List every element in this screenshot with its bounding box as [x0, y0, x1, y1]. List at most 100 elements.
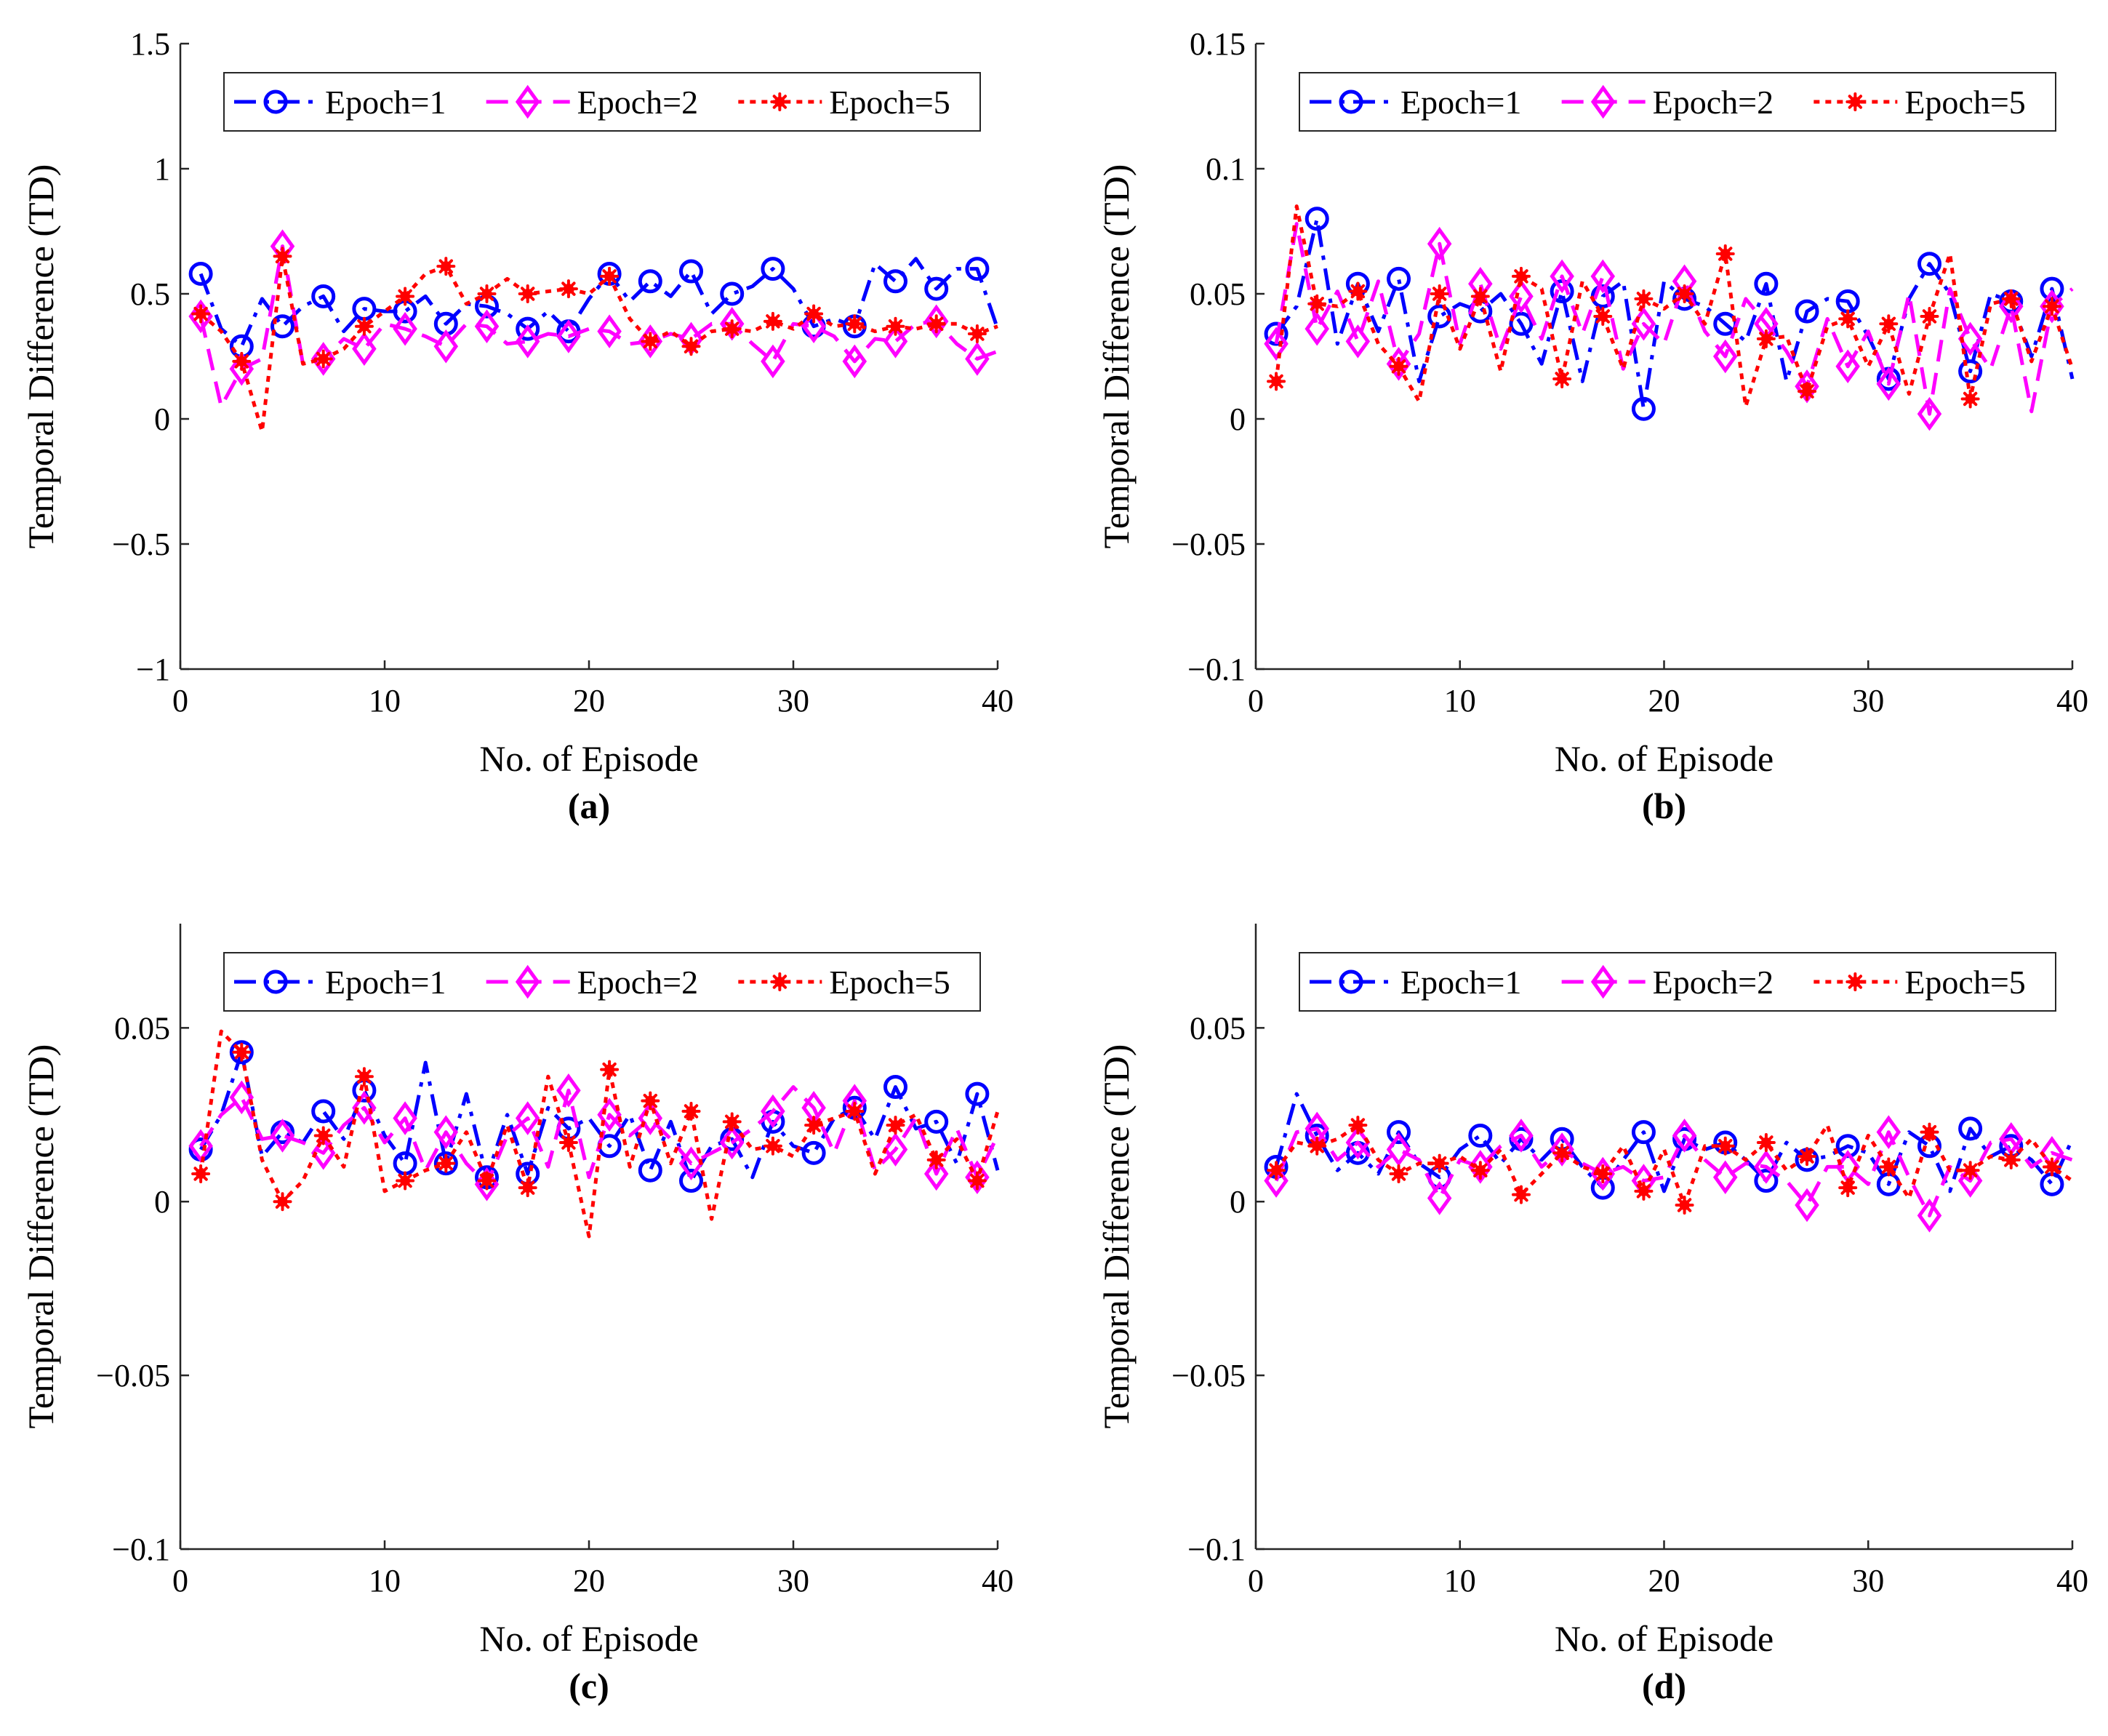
data-point [1468, 1150, 1493, 1184]
data-point [1470, 287, 1490, 306]
y-axis-label: Temporal Difference (TD) [1096, 1044, 1137, 1429]
y-tick-label: 1 [154, 151, 170, 187]
data-point [1838, 309, 1858, 329]
data-point [1468, 1123, 1493, 1148]
data-point [923, 304, 949, 339]
data-point [516, 316, 540, 341]
x-tick-label: 10 [1444, 683, 1476, 719]
data-point [1389, 356, 1408, 376]
data-point [1509, 1119, 1534, 1153]
data-point [883, 269, 907, 294]
legend-label: Epoch=2 [577, 84, 698, 121]
data-point [1879, 314, 1899, 334]
data-point [229, 1040, 254, 1065]
y-tick-label: 0.15 [1190, 26, 1246, 62]
legend-label: Epoch=5 [1904, 84, 2025, 121]
y-tick-label: −1 [136, 652, 170, 687]
data-point [681, 1102, 701, 1121]
data-point [1957, 321, 1983, 356]
y-tick-label: 0.05 [1190, 1010, 1246, 1046]
data-point [1754, 271, 1779, 296]
series-line [199, 254, 998, 433]
x-axis-label: No. of Episode [1555, 1618, 1774, 1659]
legend-marker [1339, 89, 1363, 114]
data-point [477, 1171, 497, 1191]
y-axis-label: Temporal Difference (TD) [20, 164, 61, 549]
x-tick-label: 30 [777, 1563, 809, 1599]
data-point [1879, 1157, 1899, 1177]
data-point [1756, 329, 1776, 348]
data-point [1470, 1161, 1490, 1180]
series-line [1275, 1123, 2074, 1207]
x-tick-label: 30 [1852, 1563, 1884, 1599]
legend-marker [1590, 964, 1616, 999]
data-point [1348, 1116, 1368, 1135]
data-point [1798, 382, 1817, 401]
data-point [313, 1126, 333, 1145]
data-point [1672, 1119, 1697, 1153]
data-point [722, 319, 742, 339]
legend-box [223, 72, 981, 132]
data-point [229, 351, 255, 386]
data-point [191, 304, 211, 324]
data-point [1754, 1169, 1779, 1193]
data-point [1511, 266, 1531, 286]
series-line [199, 257, 1000, 348]
data-point [1509, 311, 1534, 336]
data-point [679, 1169, 703, 1193]
legend-box [223, 952, 981, 1012]
data-point [1917, 252, 1941, 276]
plot-area [1256, 924, 2072, 1549]
plot-area [1256, 44, 2072, 669]
data-point [1960, 1161, 1980, 1180]
series-group [188, 1029, 1000, 1239]
data-point [518, 1178, 537, 1198]
legend-marker [770, 92, 790, 111]
x-tick-label: 10 [369, 683, 401, 719]
data-point [1631, 396, 1656, 421]
data-point [232, 1042, 252, 1062]
data-point [436, 257, 456, 276]
chart-panel: 0 10 20 30 40 −1 −0.5 0 0.5 1 1.5 No. of Episode Tem… [20, 26, 1014, 826]
data-point [1712, 339, 1738, 374]
data-point [1307, 1136, 1327, 1156]
data-point [1430, 284, 1449, 303]
data-point [1305, 207, 1329, 231]
legend-label: Epoch=1 [1400, 964, 1521, 1001]
y-tick-label: −0.1 [1187, 652, 1246, 687]
y-tick-label: 0 [154, 1184, 170, 1220]
data-point [1795, 1188, 1819, 1223]
data-point [1876, 1115, 1901, 1149]
y-tick-label: 0.5 [130, 276, 170, 312]
legend-marker [1845, 92, 1865, 111]
x-tick-label: 40 [982, 683, 1014, 719]
data-point [1590, 259, 1616, 294]
data-point [1917, 396, 1942, 431]
data-point [2042, 1157, 2061, 1177]
y-axis-label: Temporal Difference (TD) [1096, 164, 1137, 549]
data-point [515, 1101, 540, 1135]
y-tick-label: 0 [1230, 1184, 1246, 1220]
legend: Epoch=1 Epoch=2 Epoch=5 [1299, 72, 2056, 132]
legend-label: Epoch=2 [577, 964, 698, 1001]
series-group [188, 229, 1000, 433]
data-point [804, 304, 824, 324]
legend-label: Epoch=1 [325, 964, 446, 1001]
data-point [923, 1156, 949, 1191]
data-point [188, 1129, 213, 1164]
data-point [638, 269, 662, 294]
data-point [1427, 226, 1452, 261]
data-point [1675, 284, 1694, 303]
legend-label: Epoch=5 [829, 964, 950, 1001]
panel-caption: (d) [1642, 1665, 1686, 1706]
data-point [1795, 299, 1819, 324]
data-point [1835, 1134, 1860, 1159]
data-point [273, 247, 292, 266]
legend-marker [263, 89, 288, 114]
data-point [761, 257, 785, 281]
data-point [188, 261, 213, 286]
data-point [477, 284, 497, 303]
data-point [926, 314, 946, 334]
data-point [763, 311, 782, 331]
data-point [556, 319, 581, 353]
